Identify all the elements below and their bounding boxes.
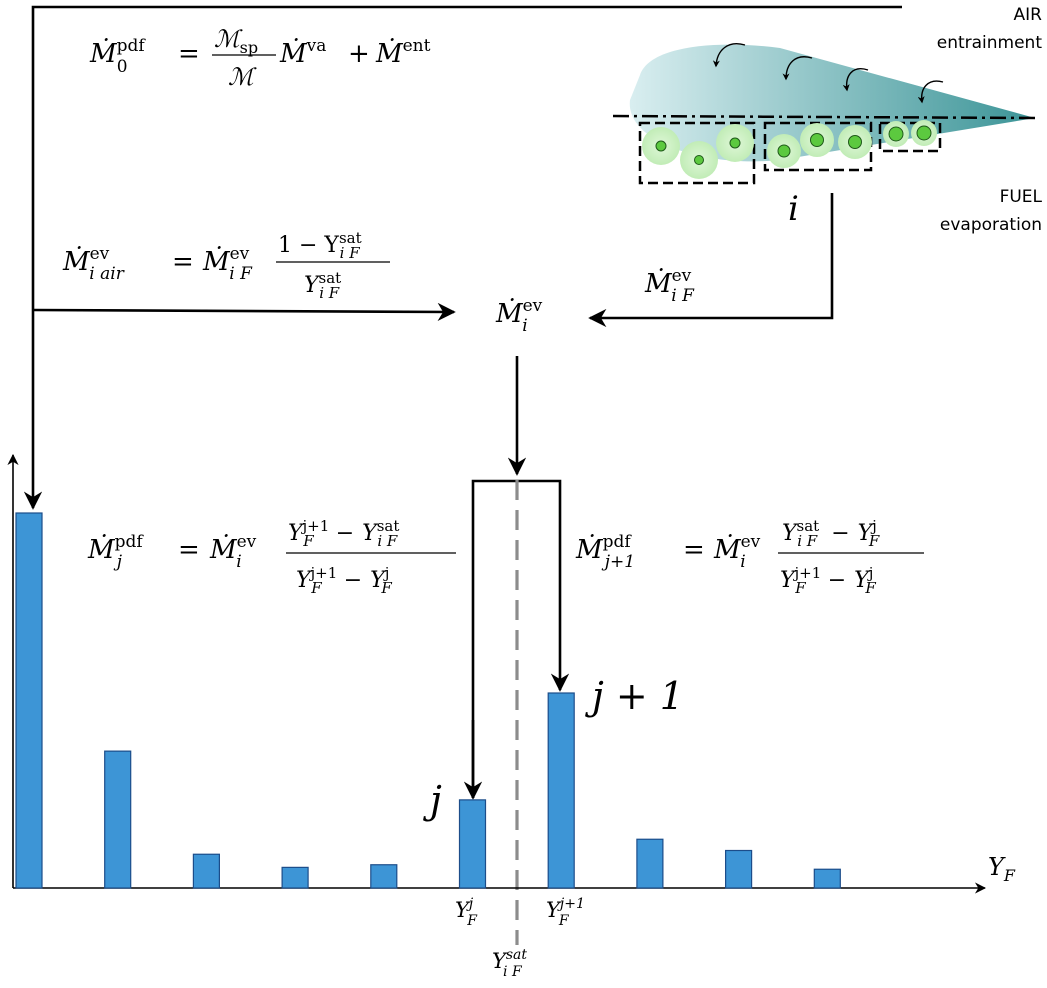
bin-j-label: j [423, 778, 442, 822]
svg-text:Yj+1F−YjF: Yj+1 F − Yj F [296, 564, 392, 597]
equation-air: Ṁev i air = Ṁev i F 1 − Ysat i F Ysat i F [62, 229, 390, 302]
spray-jet [612, 43, 1041, 185]
svg-text:=: = [172, 247, 194, 277]
pdf-bars [15, 512, 841, 889]
tick-yf-sat: Ysat i F [492, 947, 527, 980]
axis-yf-label: YF [988, 853, 1016, 885]
svg-text:Ṁva: Ṁva [279, 36, 326, 69]
svg-text:ℳ: ℳ [228, 63, 257, 91]
pdf-bin-4 [370, 864, 398, 889]
pdf-bin-1 [104, 750, 132, 889]
equation-pdf0: Ṁpdf 0 = ℳsp ℳ Ṁva + Ṁent [89, 25, 431, 91]
equation-pdf-j: Ṁpdf j = Ṁev i Yj+1 F − Ysat i F Yj+1 F − Yj F [87, 517, 456, 597]
pdf-bin-6 [547, 692, 575, 889]
tick-yf-j: Yj F [455, 896, 478, 929]
svg-text:=: = [178, 39, 200, 69]
svg-text:Yj+1F−YjF: Yj+1 F − Yj F [780, 564, 876, 597]
svg-text:=: = [178, 535, 200, 565]
fuel-label-line1: FUEL [1000, 187, 1043, 207]
pdf-bin-9 [813, 868, 841, 889]
pdf-bin-2 [192, 853, 220, 889]
pdf-bin-8 [724, 849, 753, 889]
equation-fuel-evap: Ṁev i F [644, 266, 695, 306]
pdf-bin-7 [636, 838, 664, 889]
pdf-bin-5 [458, 799, 487, 889]
tick-yf-j1: Yj+1 F [546, 896, 585, 929]
pdf-bin-0 [15, 512, 43, 889]
svg-text:=: = [683, 535, 705, 565]
air-label-line2: entrainment [937, 33, 1043, 53]
entrainment-arrows [712, 43, 944, 104]
droplets [642, 120, 937, 179]
flow-connectors [23, 5, 902, 800]
svg-text:Ṁent: Ṁent [375, 36, 431, 69]
fuel-label-line2: evaporation [940, 215, 1042, 235]
equation-mi-ev: Ṁev i [495, 296, 543, 336]
pdf-bin-3 [281, 866, 309, 889]
svg-text:ℳsp: ℳsp [214, 25, 258, 57]
air-label-line1: AIR [1014, 5, 1043, 25]
equation-pdf-j1: Ṁpdf j+1 = Ṁev i Ysat i F − Yj F Yj+1 F − Yj F [575, 517, 924, 597]
svg-text:+: + [348, 39, 370, 69]
parcel-index-label: i [788, 189, 799, 229]
pdf-axes [7, 453, 987, 894]
bin-j1-label: j + 1 [585, 674, 684, 718]
